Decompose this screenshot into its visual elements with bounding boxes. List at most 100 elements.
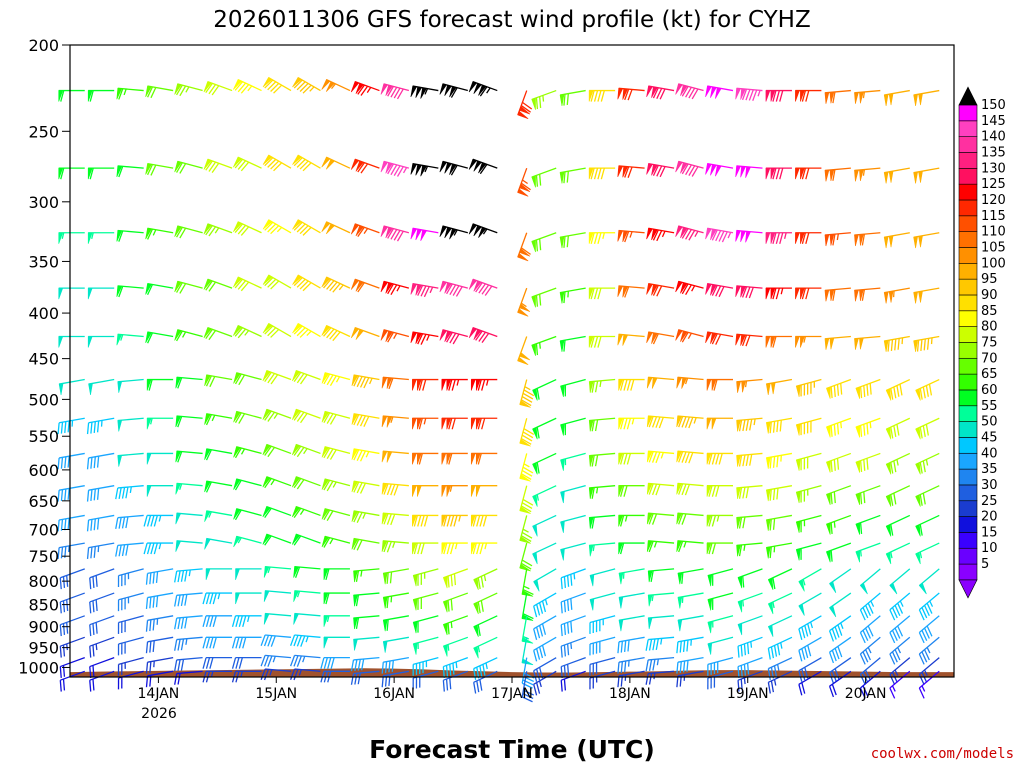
wind-barb [705,282,734,298]
wind-barb [913,167,940,184]
wind-barb [532,514,557,537]
wind-barb [262,322,292,338]
wind-barb [531,287,557,308]
wind-barb [412,378,439,391]
colorbar-label: 30 [981,478,998,493]
y-tick-label: 600 [28,461,59,480]
wind-barb [828,670,852,698]
wind-barb [412,452,439,465]
wind-barb [262,533,292,546]
wind-barb [854,335,881,350]
wind-barb [676,636,704,654]
wind-barb [57,417,85,435]
wind-barb [145,615,174,632]
wind-barb [87,287,115,300]
wind-barb [647,615,675,630]
wind-barb [381,540,409,553]
wind-barb [323,592,350,605]
wind-barb [883,89,910,106]
colorbar-label: 85 [981,304,998,319]
wind-barb [115,542,144,557]
wind-barb [146,485,174,497]
colorbar-segment [958,421,978,438]
wind-barb [174,636,203,651]
wind-barb [86,452,115,470]
wind-barb [439,225,468,240]
wind-barb [798,636,822,662]
wind-barb [291,443,321,458]
wind-barb [765,485,793,502]
wind-barb [86,485,115,502]
credit-link[interactable]: coolwx.com/models [871,746,1014,762]
wind-barb [765,167,792,180]
wind-barb [174,670,203,685]
wind-barb [233,78,262,94]
wind-barb [174,83,203,97]
colorbar-segment [958,452,978,470]
wind-barb [646,331,675,345]
wind-barb [412,485,439,497]
wind-barb [351,510,380,523]
wind-barb [262,370,292,385]
wind-barb [646,282,675,297]
x-tick-label: 14JAN [138,686,180,702]
wind-barb [533,670,557,696]
wind-barb [675,225,704,241]
colorbar-segment [958,437,978,454]
wind-barb [676,482,704,496]
wind-barb [381,450,409,463]
wind-barb [350,278,380,293]
wind-barb [350,327,380,340]
colorbar-segment [958,215,978,232]
y-tick-label: 500 [28,390,59,409]
colorbar-segment [958,484,978,502]
wind-barb [736,485,763,499]
colorbar-segment [958,516,978,533]
wind-barb [617,636,645,654]
wind-barb [468,81,498,97]
wind-barb [560,568,586,590]
wind-barb [618,485,645,497]
wind-barb [531,89,557,110]
wind-barb [532,542,557,565]
wind-barb [676,450,704,464]
wind-barb [765,542,793,559]
wind-barb [560,514,586,533]
wind-barb [89,592,115,614]
wind-barb [676,657,704,674]
wind-barb [646,376,675,389]
wind-barb [262,154,292,172]
colorbar-label: 20 [981,510,998,525]
wind-barb [588,452,616,467]
wind-barb [889,670,911,699]
wind-barb [519,515,533,544]
wind-barb [918,670,940,699]
wind-barb [883,287,910,304]
wind-barb [618,452,645,465]
wind-barb [441,452,468,465]
wind-barb [262,408,292,422]
wind-barb [263,565,292,578]
wind-barb [381,482,409,496]
y-tick-label: 300 [28,193,59,212]
wind-barb [559,335,586,352]
wind-barb [441,542,468,555]
colorbar-segment [958,120,978,137]
wind-barb [145,85,174,99]
x-tick-label: 15JAN [255,686,297,702]
wind-barb [829,568,852,593]
wind-barb [145,657,174,674]
wind-barb [532,452,557,475]
wind-barb [202,615,233,627]
wind-barb [521,615,534,644]
wind-barb [174,225,203,239]
wind-barb [767,636,793,660]
wind-barb [381,376,409,390]
wind-barb [646,450,675,464]
wind-barb [202,657,233,669]
wind-barb [203,327,233,341]
wind-barb [353,636,380,651]
wind-barb [519,379,535,408]
colorbar-label: 80 [981,320,998,335]
wind-barb [291,533,321,546]
